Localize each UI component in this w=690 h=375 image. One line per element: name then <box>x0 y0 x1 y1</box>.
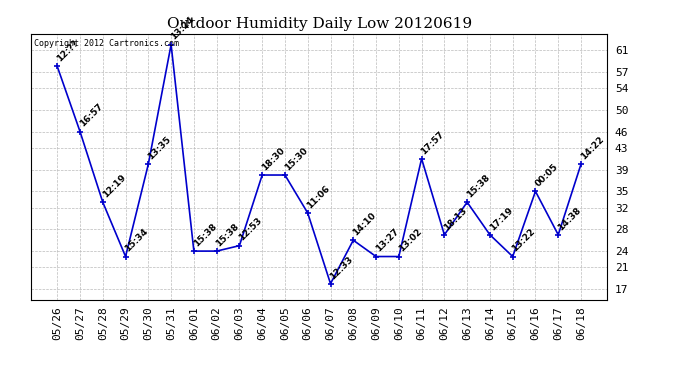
Text: 12:??: 12:?? <box>55 38 80 64</box>
Text: 15:38: 15:38 <box>192 222 218 248</box>
Text: 13:35: 13:35 <box>146 135 172 161</box>
Text: 13:02: 13:02 <box>397 227 423 254</box>
Text: 15:38: 15:38 <box>215 222 241 248</box>
Text: 17:57: 17:57 <box>420 129 446 156</box>
Text: 13:27: 13:27 <box>374 227 401 254</box>
Text: 00:05: 00:05 <box>533 162 560 189</box>
Text: 15:30: 15:30 <box>283 146 309 172</box>
Text: 15:34: 15:34 <box>124 227 150 254</box>
Text: 18:13: 18:13 <box>442 206 469 232</box>
Text: Copyright 2012 Cartronics.com: Copyright 2012 Cartronics.com <box>34 39 179 48</box>
Text: 12:33: 12:33 <box>328 254 355 281</box>
Text: 12:19: 12:19 <box>101 173 127 200</box>
Text: 12:53: 12:53 <box>237 216 264 243</box>
Text: 14:22: 14:22 <box>579 135 606 161</box>
Text: 18:30: 18:30 <box>260 146 286 172</box>
Text: 14:10: 14:10 <box>351 211 377 237</box>
Text: 13:22: 13:22 <box>511 227 537 254</box>
Text: 13:24: 13:24 <box>169 15 195 42</box>
Text: 11:06: 11:06 <box>306 184 332 210</box>
Text: 17:19: 17:19 <box>488 205 515 232</box>
Title: Outdoor Humidity Daily Low 20120619: Outdoor Humidity Daily Low 20120619 <box>166 17 472 31</box>
Text: 15:38: 15:38 <box>465 173 491 200</box>
Text: 16:57: 16:57 <box>78 102 104 129</box>
Text: 14:38: 14:38 <box>556 206 583 232</box>
